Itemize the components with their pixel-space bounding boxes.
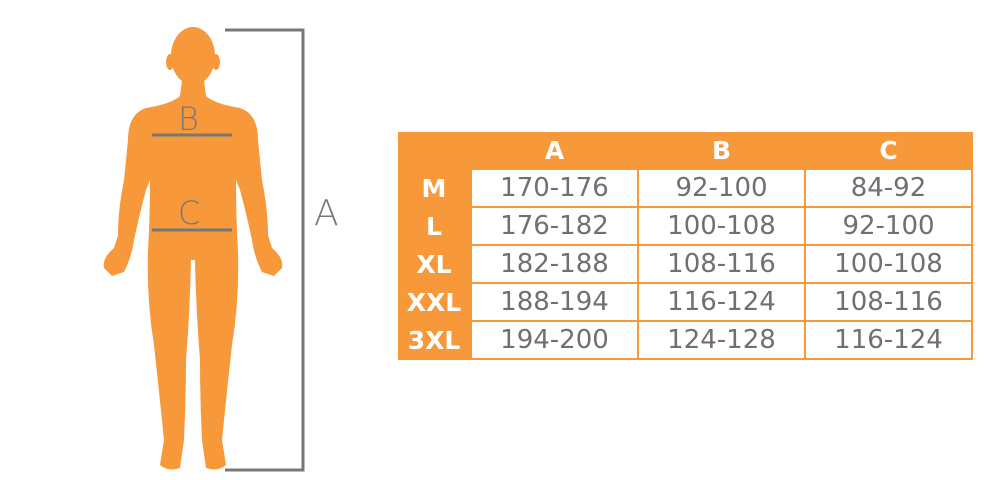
body-silhouette	[103, 27, 283, 470]
cell: 170-176	[470, 168, 639, 208]
size-label: L	[426, 211, 442, 241]
corner-cell	[398, 132, 471, 169]
cell: 124-128	[637, 320, 806, 360]
table-row: M 170-176 92-100 84-92	[398, 168, 973, 208]
size-label: M	[421, 173, 447, 203]
height-bracket	[225, 28, 305, 472]
height-label: A	[314, 193, 339, 234]
cell: 188-194	[470, 282, 639, 322]
waist-label: C	[178, 194, 201, 232]
column-header: C	[879, 135, 898, 165]
table-row: L 176-182 100-108 92-100	[398, 206, 973, 246]
table-header: A B C	[398, 132, 972, 169]
cell: 100-108	[637, 206, 806, 246]
chest-label: B	[178, 100, 199, 138]
cell: 108-116	[637, 244, 806, 284]
size-label: XXL	[406, 287, 462, 317]
table-row: 3XL 194-200 124-128 116-124	[398, 320, 973, 360]
cell: 100-108	[804, 244, 973, 284]
column-header: B	[711, 135, 732, 165]
cell: 108-116	[804, 282, 973, 322]
cell: 92-100	[637, 168, 806, 208]
cell: 176-182	[470, 206, 639, 246]
cell: 92-100	[804, 206, 973, 246]
column-header: A	[544, 135, 565, 165]
table-row: XL 182-188 108-116 100-108	[398, 244, 973, 284]
cell: 116-124	[637, 282, 806, 322]
size-table: A B C M 170-176 92-100 84-92 L 176-182 1…	[398, 132, 973, 360]
cell: 182-188	[470, 244, 639, 284]
size-label: 3XL	[407, 325, 461, 355]
size-label: XL	[416, 249, 452, 279]
cell: 84-92	[804, 168, 973, 208]
cell: 194-200	[470, 320, 639, 360]
table-row: XXL 188-194 116-124 108-116	[398, 282, 973, 322]
cell: 116-124	[804, 320, 973, 360]
